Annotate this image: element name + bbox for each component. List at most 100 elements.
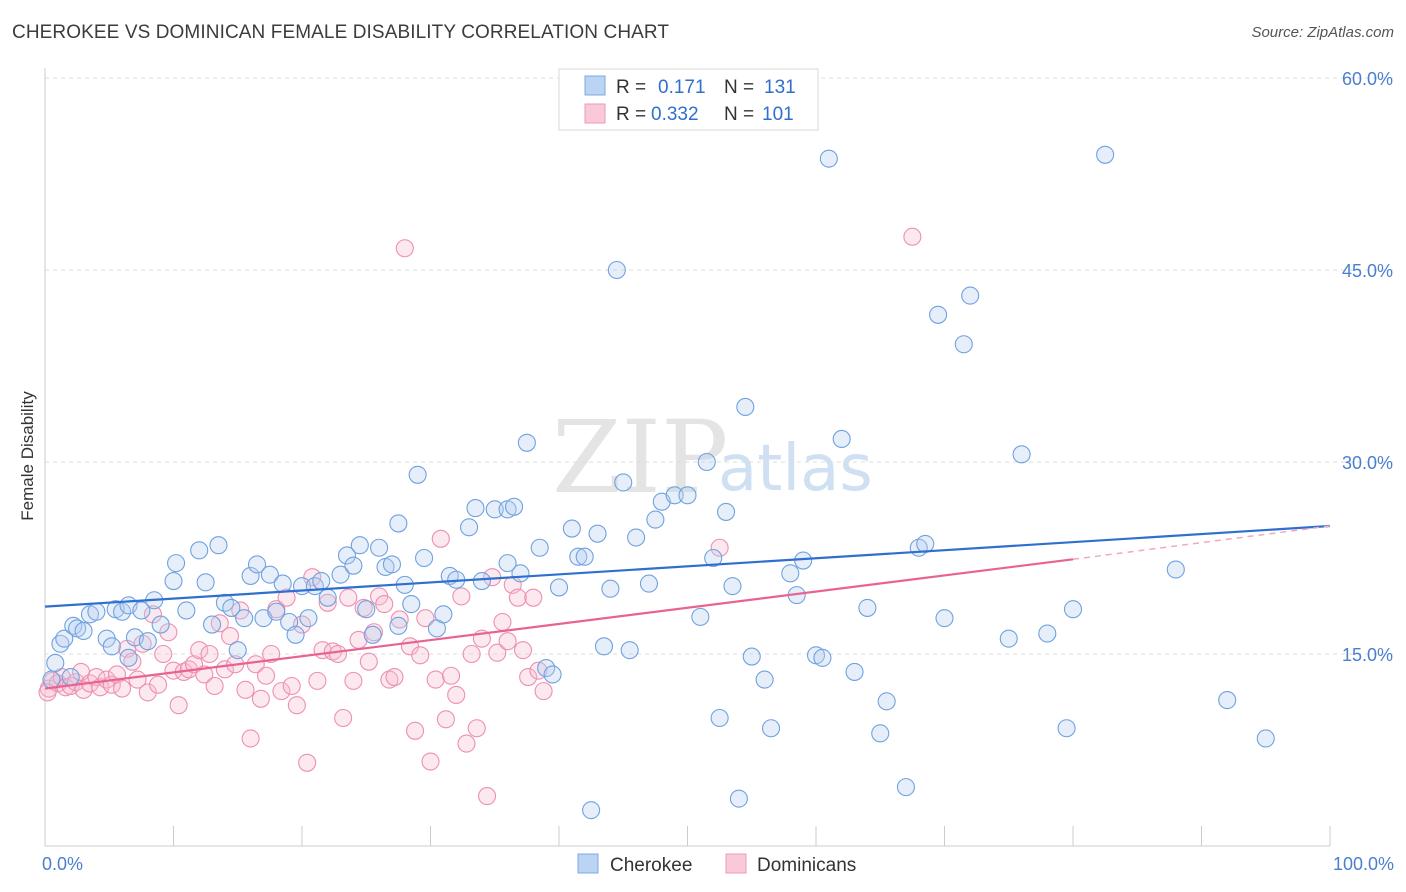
cherokee-point: [87, 602, 106, 621]
legend-n-value-2: 101: [762, 104, 794, 125]
dominicans-point: [220, 627, 240, 646]
cherokee-point: [1096, 145, 1115, 164]
cherokee-point: [871, 724, 890, 743]
cherokee-point: [466, 499, 485, 518]
cherokee-point: [203, 615, 222, 634]
cherokee-point: [588, 524, 607, 543]
cherokee-point: [55, 629, 74, 648]
cherokee-point: [1063, 600, 1083, 619]
dominicans-point: [251, 689, 270, 708]
dominicans-point: [452, 587, 471, 606]
cherokee-point: [716, 502, 736, 521]
dominicans-point: [344, 671, 363, 690]
x-tick-label-min: 0.0%: [42, 854, 83, 874]
cherokee-point: [389, 616, 408, 635]
dominicans-point: [154, 644, 173, 664]
dominicans-point: [159, 623, 178, 642]
dominicans-point: [334, 708, 353, 728]
cherokee-point: [299, 609, 318, 628]
dominicans-point: [411, 646, 430, 665]
cherokee-point: [247, 555, 267, 574]
cherokee-point: [151, 615, 170, 634]
cherokee-point: [530, 538, 549, 557]
cherokee-point: [504, 497, 524, 516]
cherokee-point: [736, 397, 755, 417]
dominicans-point: [375, 595, 394, 614]
cherokee-point: [42, 670, 61, 689]
cherokee-point: [177, 601, 196, 620]
legend-box: R = 0.171 N = 131 R = 0.332 N = 101: [558, 68, 819, 131]
cherokee-point: [691, 607, 710, 626]
cherokee-point: [999, 629, 1018, 648]
cherokee-point: [1218, 691, 1237, 710]
legend-swatch-dominicans: [584, 103, 606, 124]
dominicans-point: [113, 679, 132, 698]
dominicans-point: [416, 609, 435, 628]
cherokee-point: [331, 565, 350, 584]
legend-r-label-2: R =: [616, 104, 646, 125]
dominicans-point: [385, 667, 404, 687]
cherokee-point: [781, 564, 800, 583]
cherokee-point: [408, 465, 427, 484]
dominicans-point: [380, 670, 399, 689]
dominicans-point: [298, 753, 317, 772]
cherokee-point: [742, 647, 761, 666]
dominicans-point: [457, 734, 476, 753]
cherokee-point: [819, 149, 838, 168]
cherokee-point: [1012, 445, 1031, 464]
cherokee-trend-line: [44, 524, 1331, 608]
dominicans-point: [318, 593, 337, 612]
y-tick-label: 30.0%: [1342, 453, 1393, 473]
cherokee-point: [337, 546, 357, 565]
cherokee-point: [954, 335, 973, 354]
dominicans-point: [143, 605, 162, 624]
legend-r-value-2: 0.332: [651, 104, 699, 125]
cherokee-point: [916, 534, 935, 553]
dominicans-point: [262, 644, 281, 664]
cherokee-point: [485, 500, 504, 519]
cherokee-point: [517, 433, 536, 452]
cherokee-point: [723, 577, 742, 596]
y-tick-label: 15.0%: [1342, 645, 1393, 665]
dominicans-point: [138, 683, 157, 702]
legend-n-label-2: N =: [724, 104, 754, 125]
cherokee-point: [543, 665, 562, 684]
bottom-legend-swatch-dominicans: [725, 853, 747, 874]
dominicans-point: [282, 676, 301, 696]
dominicans-point: [426, 670, 445, 689]
bottom-legend-swatch-cherokee: [577, 853, 599, 874]
cherokee-point: [260, 565, 279, 584]
cherokee-point: [665, 486, 684, 505]
cherokee-point: [190, 541, 209, 560]
cherokee-point: [472, 571, 491, 591]
cherokee-point: [119, 648, 138, 667]
cherokee-point: [222, 598, 241, 617]
cherokee-point: [434, 605, 453, 624]
cherokee-point: [167, 554, 186, 573]
legend-r-label-1: R =: [616, 77, 646, 98]
dominicans-trend-extension: [1072, 525, 1331, 561]
dominicans-point: [421, 752, 440, 771]
dominicans-point: [390, 610, 409, 629]
cherokee-point: [415, 548, 434, 568]
cherokee-point: [582, 801, 601, 820]
cherokee-point: [832, 429, 851, 449]
cherokee-point: [678, 486, 697, 505]
bottom-legend: Cherokee Dominicans: [577, 853, 856, 876]
cherokee-point: [620, 641, 639, 660]
dominicans-point: [195, 665, 214, 684]
cherokee-point: [1166, 560, 1185, 579]
cherokee-point: [164, 571, 183, 591]
dominicans-point: [477, 787, 497, 806]
cherokee-point: [601, 579, 620, 598]
cherokee-point: [935, 609, 954, 628]
cherokee-point: [845, 662, 864, 681]
dominicans-point: [498, 632, 517, 651]
cherokee-point: [312, 571, 331, 591]
cherokee-point: [61, 667, 80, 687]
cherokee-point: [1256, 729, 1275, 748]
cherokee-point: [761, 719, 781, 738]
dominicans-point: [149, 675, 168, 694]
cherokee-point: [228, 641, 247, 660]
cherokee-point: [562, 519, 581, 538]
